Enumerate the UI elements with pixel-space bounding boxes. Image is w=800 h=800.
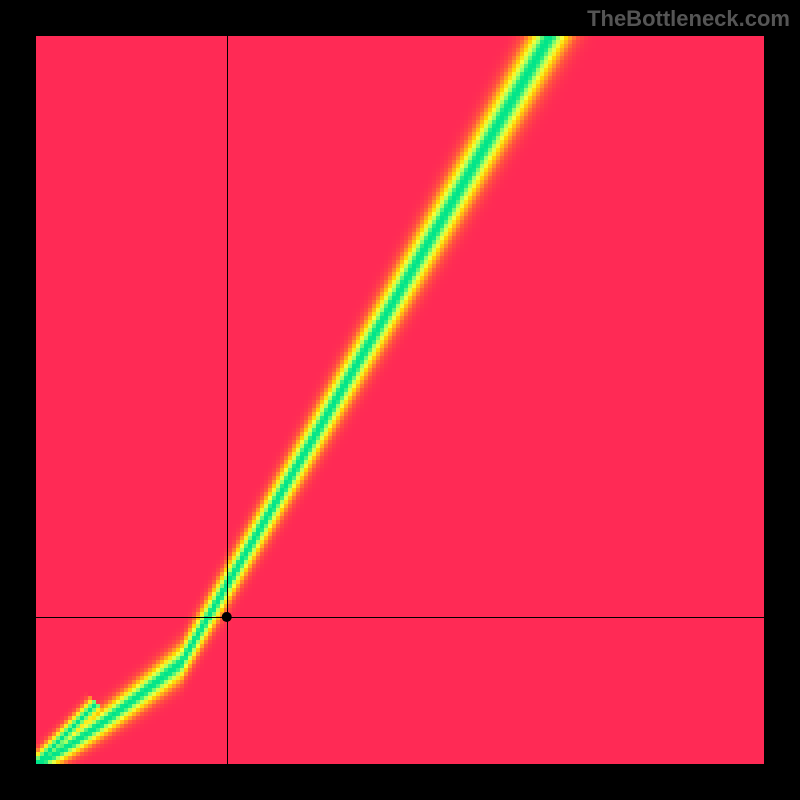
bottleneck-heatmap [0, 0, 800, 800]
watermark-text: TheBottleneck.com [587, 6, 790, 32]
chart-container: TheBottleneck.com [0, 0, 800, 800]
